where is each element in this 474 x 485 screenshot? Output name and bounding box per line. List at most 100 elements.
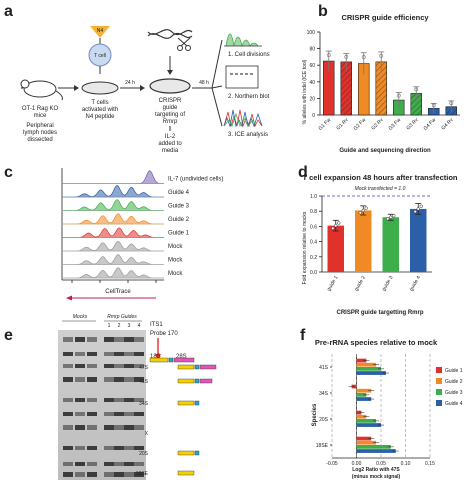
gel-band	[134, 364, 144, 368]
gel-band	[134, 412, 144, 416]
gel-band	[63, 337, 73, 342]
gel-band	[87, 446, 97, 450]
probe-label-1: ITS1	[150, 322, 163, 328]
chart-d-ytick-label: 0.2	[310, 255, 317, 261]
chart-b-bar-hatch	[410, 93, 422, 115]
flow-row-label: Mock	[168, 271, 183, 277]
gel-band	[63, 364, 73, 368]
gel-band	[114, 352, 124, 356]
gel-band	[134, 472, 144, 477]
gel-band	[104, 377, 114, 382]
chart-b-xtick-label: G3 Rv	[405, 117, 420, 132]
gel-band	[104, 352, 114, 356]
gel-band	[63, 412, 73, 416]
gel-band	[75, 364, 85, 368]
chart-b-point	[361, 55, 366, 59]
gel-band	[134, 398, 144, 402]
gel-band	[75, 337, 85, 342]
chart-b-ylabel: % alleles with indel (ICE tool)	[302, 59, 308, 124]
chart-b-point	[379, 54, 384, 58]
chart-d-plot: 0.0 0.2 0.4 0.6 0.8 1.0 guide 1 guide 2 guide 3 g…	[310, 194, 432, 292]
flow-row-label: Guide 1	[168, 231, 190, 237]
flow-row-label: Mock	[168, 258, 183, 264]
chart-f-xtick-label: 0.15	[425, 461, 435, 467]
gel-band	[87, 425, 97, 430]
chart-f-legend-label: Guide 3	[445, 390, 463, 396]
gel-band	[124, 472, 134, 477]
chart-f-xtick-label: 0.00	[352, 461, 362, 467]
chart-f-title: Pre-rRNA species relative to mock	[315, 338, 438, 347]
chart-d-ytick-label: 0.4	[310, 240, 317, 246]
chart-f-bar	[356, 393, 367, 397]
chart-b-point	[414, 87, 419, 92]
rrna-species-schemes: 47S 41S 34S X 20S 18SE	[136, 357, 217, 477]
chart-d-title: T cell expansion 48 hours after transfec…	[302, 173, 457, 182]
division-histogram-icon	[224, 33, 262, 48]
culture-dish-2	[149, 78, 191, 94]
band-label: 34S	[139, 401, 149, 407]
panel-c: c IL-7 (undivided cells) Guide 4 Guide 3 Gu…	[4, 164, 223, 301]
scheme-segment	[194, 378, 200, 384]
chart-f-xtick-label: -0.05	[326, 461, 338, 467]
chart-f-bar	[356, 414, 367, 419]
chart-f-legend-swatch	[436, 400, 442, 406]
chart-b-ytick-label: 20	[309, 96, 315, 102]
chart-f-bar	[356, 449, 396, 453]
panel-label-e: e	[4, 327, 13, 344]
chart-f-plot: -0.05 0.00 0.05 0.10 0.15 41S 34S 20S 18SE	[316, 354, 435, 467]
scheme-segment	[177, 400, 195, 406]
band-label: 18SE	[136, 471, 149, 477]
flow-histogram	[62, 199, 164, 211]
scheme-segment	[199, 378, 213, 384]
chart-d-annotation: Mock transfected = 1.0	[355, 186, 406, 192]
gel-band	[87, 412, 97, 416]
scheme-segment	[177, 470, 195, 476]
tcell-caption: T cells activated with N4 peptide	[82, 100, 118, 120]
arrow-head-1	[74, 85, 79, 91]
chart-d-point	[386, 217, 390, 221]
gel-band	[114, 446, 124, 450]
gel-band	[124, 425, 134, 430]
gel-band	[63, 425, 73, 430]
panel-label-f: f	[300, 327, 306, 344]
gel-band	[124, 412, 134, 416]
chart-f-legend-label: Guide 2	[445, 379, 463, 385]
chart-f-ytick-label: 34S	[319, 391, 329, 397]
gel-band	[87, 377, 97, 382]
time-label-48h: 48 h	[199, 80, 209, 86]
scheme-segment	[177, 450, 195, 456]
chart-d-ytick-label: 0.6	[310, 224, 317, 230]
gel-band	[104, 462, 114, 466]
lane-number-2: 2	[118, 323, 121, 329]
lane-number-4: 4	[138, 323, 141, 329]
chart-f-bar	[356, 371, 386, 375]
flow-histogram	[62, 267, 164, 279]
scheme-segment	[149, 357, 169, 363]
gel-band	[134, 446, 144, 450]
gel-band	[124, 462, 134, 466]
mouse-icon	[20, 79, 63, 101]
chart-b-point	[396, 93, 401, 98]
gel-band	[134, 425, 144, 430]
panel-label-d: d	[298, 164, 308, 181]
chart-d-point	[334, 223, 338, 228]
branch-arrow-1	[211, 39, 223, 89]
chart-b-title: CRISPR guide efficiency	[341, 13, 429, 22]
chart-d-bar	[327, 225, 344, 272]
gel-band	[75, 425, 85, 430]
flow-histogram	[62, 185, 164, 198]
chart-b-ytick-label: 40	[309, 80, 315, 86]
chart-d-point	[364, 206, 368, 210]
chart-d-ytick-label: 0.0	[310, 270, 317, 276]
gel-band	[104, 398, 114, 402]
chart-b-xtick-label: G3 Fw	[388, 117, 403, 132]
scheme-18s-label: 18S	[150, 354, 161, 360]
panel-b: b CRISPR guide efficiency % alleles with…	[302, 3, 460, 154]
gel-band	[124, 352, 134, 356]
outcome-3-label: 3. ICE analysis	[228, 132, 268, 138]
band-label: 20S	[139, 451, 149, 457]
gel-band	[114, 412, 124, 416]
gel-band	[63, 446, 73, 450]
chart-f-legend-swatch	[436, 378, 442, 384]
culture-dish-1	[81, 81, 119, 95]
